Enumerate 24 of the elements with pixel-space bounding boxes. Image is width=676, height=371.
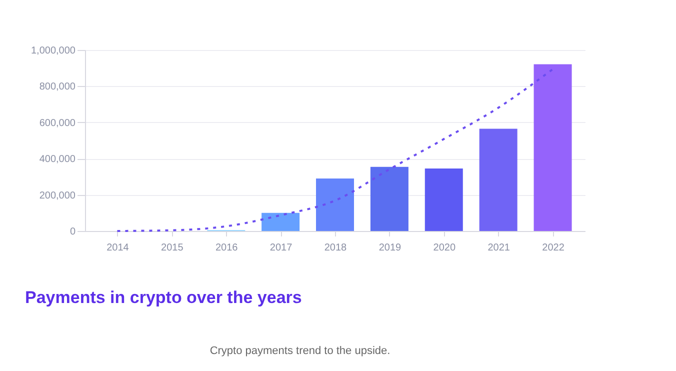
- x-tick-label: 2015: [161, 242, 184, 254]
- bar: [262, 212, 300, 231]
- y-tick-label: 1,000,000: [31, 46, 76, 56]
- bar: [424, 168, 463, 231]
- y-tick-label: 400,000: [39, 154, 76, 166]
- y-tick-label: 200,000: [39, 190, 76, 202]
- y-tick-label: 600,000: [39, 118, 76, 129]
- text: Payments in crypto over the years: [25, 288, 302, 307]
- x-tick-label: 2022: [542, 242, 565, 254]
- line-series: [116, 68, 554, 232]
- x-tick-label: 2020: [433, 242, 456, 254]
- x-tick-label: 2016: [215, 242, 238, 254]
- bar: [479, 128, 518, 231]
- x-tick-label: 2021: [488, 242, 510, 254]
- x-tick-label: 2018: [324, 242, 348, 254]
- bar: [534, 64, 572, 231]
- x-tick-label: 2017: [270, 242, 293, 254]
- text: Crypto payments trend to the upside.: [210, 345, 390, 357]
- y-tick-label: 800,000: [39, 82, 76, 93]
- x-tick-label: 2014: [106, 242, 130, 254]
- y-tick-label: 0: [70, 226, 76, 238]
- bar: [370, 166, 408, 231]
- bar: [316, 178, 354, 231]
- x-tick-label: 2019: [378, 242, 402, 254]
